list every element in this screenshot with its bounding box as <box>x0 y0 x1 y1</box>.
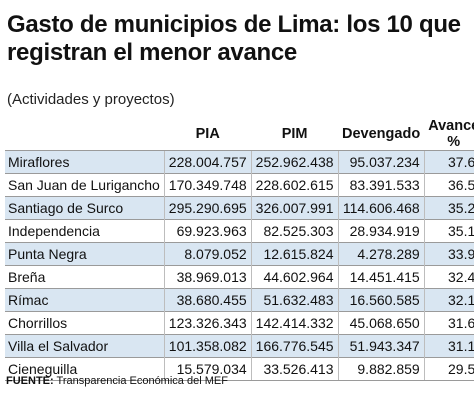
avance-cell: 32.1 <box>423 288 474 312</box>
municipality-cell: Villa el Salvador <box>5 334 165 358</box>
pia-cell: 101.358.082 <box>163 334 252 358</box>
pim-cell: 326.007.991 <box>250 196 339 220</box>
pim-cell: 44.602.964 <box>250 265 339 289</box>
municipality-cell: Chorrillos <box>5 311 165 335</box>
devengado-cell: 14.451.415 <box>337 265 425 289</box>
municipality-cell: Punta Negra <box>5 242 165 266</box>
municipality-cell: Santiago de Surco <box>5 196 165 220</box>
pim-cell: 51.632.483 <box>250 288 339 312</box>
municipality-cell: Breña <box>5 265 165 289</box>
avance-cell: 35.2 <box>423 196 474 220</box>
avance-cell: 36.5 <box>423 173 474 197</box>
table-row: Independencia 69.923.963 82.525.303 28.934.… <box>5 219 474 243</box>
municipality-cell: Miraflores <box>5 150 165 174</box>
municipality-cell: Independencia <box>5 219 165 243</box>
table-row: Chorrillos 123.326.343 142.414.332 45.068.6… <box>5 311 474 335</box>
pim-cell: 33.526.413 <box>250 357 339 381</box>
pia-cell: 8.079.052 <box>163 242 252 266</box>
pia-cell: 295.290.695 <box>163 196 252 220</box>
table-row: Cieneguilla 15.579.034 33.526.413 9.882.859… <box>5 357 474 381</box>
avance-cell: 33.9 <box>423 242 474 266</box>
pim-cell: 228.602.615 <box>250 173 339 197</box>
pia-cell: 170.349.748 <box>163 173 252 197</box>
devengado-cell: 51.943.347 <box>337 334 425 358</box>
devengado-cell: 4.278.289 <box>337 242 425 266</box>
pim-cell: 142.414.332 <box>250 311 339 335</box>
table-row: Breña 38.969.013 44.602.964 14.451.415 32.4 <box>5 265 474 289</box>
column-header-pia: PIA <box>195 126 220 142</box>
devengado-cell: 28.934.919 <box>337 219 425 243</box>
pim-cell: 252.962.438 <box>250 150 339 174</box>
avance-cell: 37.6 <box>423 150 474 174</box>
municipality-cell: Cieneguilla <box>5 357 165 381</box>
page-title: Gasto de municipios de Lima: los 10 que … <box>7 11 461 66</box>
devengado-cell: 9.882.859 <box>337 357 425 381</box>
table-row: San Juan de Lurigancho 170.349.748 228.602… <box>5 173 474 197</box>
column-header-municipality <box>5 118 164 151</box>
municipality-cell: Rímac <box>5 288 165 312</box>
column-header-avance: Avance % <box>428 118 474 150</box>
source-label: FUENTE: <box>6 375 54 387</box>
devengado-cell: 95.037.234 <box>337 150 425 174</box>
pia-cell: 38.680.455 <box>163 288 252 312</box>
column-header-pim: PIM <box>281 126 308 142</box>
devengado-cell: 16.560.585 <box>337 288 425 312</box>
avance-cell: 32.4 <box>423 265 474 289</box>
table-row: Santiago de Surco 295.290.695 326.007.991 1… <box>5 196 474 220</box>
table-row: Miraflores 228.004.757 252.962.438 95.037.2… <box>5 150 474 174</box>
avance-cell: 35.1 <box>423 219 474 243</box>
table-row: Villa el Salvador 101.358.082 166.776.545 5… <box>5 334 474 358</box>
table-row: Punta Negra 8.079.052 12.615.824 4.278.289 3… <box>5 242 474 266</box>
pia-cell: 228.004.757 <box>163 150 252 174</box>
devengado-cell: 83.391.533 <box>337 173 425 197</box>
pia-cell: 15.579.034 <box>163 357 252 381</box>
devengado-cell: 45.068.650 <box>337 311 425 335</box>
pim-cell: 12.615.824 <box>250 242 339 266</box>
page-subtitle: (Actividades y proyectos) <box>7 91 175 108</box>
spending-table: PIA PIM Devengado Avance % Miraflores228… <box>5 118 474 381</box>
pia-cell: 38.969.013 <box>163 265 252 289</box>
devengado-cell: 114.606.468 <box>337 196 425 220</box>
avance-cell: 31.6 <box>423 311 474 335</box>
pia-cell: 69.923.963 <box>163 219 252 243</box>
table-row: Rímac 38.680.455 51.632.483 16.560.585 32.1 <box>5 288 474 312</box>
table-header-row: PIA PIM Devengado Avance % <box>5 118 474 151</box>
source-text: Transparencia Económica del MEF <box>56 375 228 387</box>
pim-cell: 82.525.303 <box>250 219 339 243</box>
pim-cell: 166.776.545 <box>250 334 339 358</box>
pia-cell: 123.326.343 <box>163 311 252 335</box>
table-body: Miraflores 228.004.757 252.962.438 95.037.2… <box>5 150 474 381</box>
municipality-cell: San Juan de Lurigancho <box>5 173 165 197</box>
avance-cell: 29.5 <box>423 357 474 381</box>
column-header-devengado: Devengado <box>342 126 421 142</box>
source-footer: FUENTE: Transparencia Económica del MEF <box>6 375 228 387</box>
avance-cell: 31.1 <box>423 334 474 358</box>
